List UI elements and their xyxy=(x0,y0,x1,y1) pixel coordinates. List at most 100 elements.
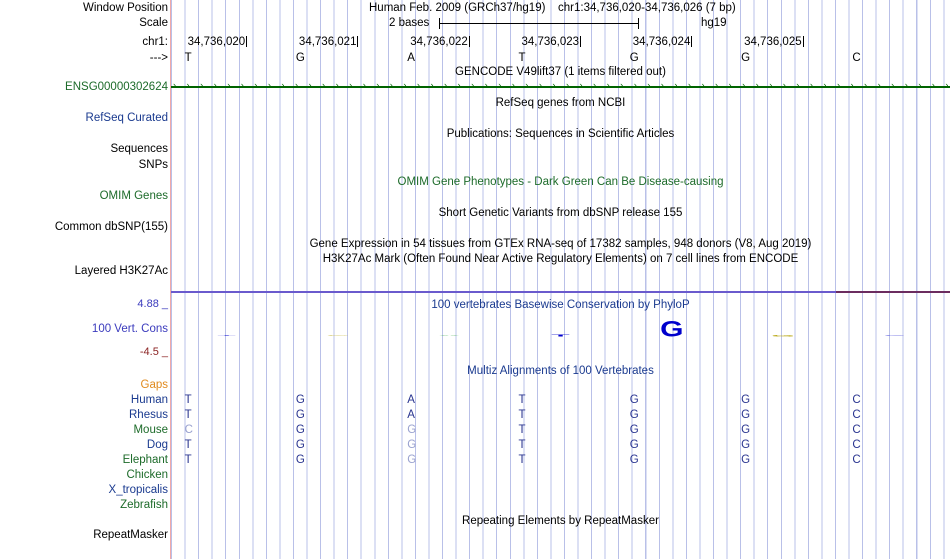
scale-label: 2 bases xyxy=(389,17,430,29)
label-refseq-curated[interactable]: RefSeq Curated xyxy=(85,112,168,124)
species-label-chicken[interactable]: Chicken xyxy=(126,469,168,481)
track-title-h3k27ac[interactable]: H3K27Ac Mark (Often Found Near Active Re… xyxy=(322,253,799,265)
track-title-gtex[interactable]: Gene Expression in 54 tissues from GTEx … xyxy=(309,238,812,250)
label-common-dbsnp[interactable]: Common dbSNP(155) xyxy=(54,221,168,233)
track-title-omim[interactable]: OMIM Gene Phenotypes - Dark Green Can Be… xyxy=(397,176,724,188)
strand-arrow-icon: › xyxy=(457,80,461,90)
alignment-base: G xyxy=(629,424,639,436)
track-title-multiz[interactable]: Multiz Alignments of 100 Vertebrates xyxy=(467,365,654,377)
track-title-dbsnp[interactable]: Short Genetic Variants from dbSNP releas… xyxy=(438,207,683,219)
label-omim-genes[interactable]: OMIM Genes xyxy=(99,190,168,202)
strand-arrow-icon: › xyxy=(850,80,854,90)
assembly-short-label: hg19 xyxy=(701,17,727,29)
species-label-rhesus[interactable]: Rhesus xyxy=(129,409,168,421)
reference-base: C xyxy=(852,52,861,64)
strand-arrow-icon: › xyxy=(579,80,583,90)
species-label-human[interactable]: Human xyxy=(130,394,168,406)
strand-arrow-icon: › xyxy=(511,80,515,90)
label-chrom: chr1: xyxy=(142,36,168,48)
alignment-base: T xyxy=(518,409,526,421)
strand-arrow-icon: › xyxy=(904,80,908,90)
strand-arrow-icon: › xyxy=(240,80,244,90)
strand-arrow-icon: › xyxy=(552,80,556,90)
alignment-base: T xyxy=(184,394,192,406)
alignment-base: C xyxy=(184,424,193,436)
label-layered-h3k27ac[interactable]: Layered H3K27Ac xyxy=(74,265,168,277)
label-cons-track[interactable]: 100 Vert. Cons xyxy=(91,323,168,335)
alignment-base: T xyxy=(518,394,526,406)
coordinate-gridlines xyxy=(171,0,950,559)
strand-arrow-icon: › xyxy=(891,80,895,90)
strand-arrow-icon: › xyxy=(335,80,339,90)
species-label-elephant[interactable]: Elephant xyxy=(122,454,168,466)
strand-arrow-icon: › xyxy=(186,80,190,90)
alignment-base: G xyxy=(629,439,639,451)
strand-arrow-icon: › xyxy=(796,80,800,90)
alignment-base: G xyxy=(741,394,751,406)
label-cons-min: -4.5 _ xyxy=(139,346,168,358)
alignment-base: C xyxy=(852,409,861,421)
strand-arrow-icon: › xyxy=(836,80,840,90)
alignment-base: A xyxy=(407,409,415,421)
strand-arrow-icon: › xyxy=(769,80,773,90)
ruler-tick: 34,736,025 xyxy=(744,36,804,48)
track-title-repeatmasker[interactable]: Repeating Elements by RepeatMasker xyxy=(462,515,659,527)
alignment-base: G xyxy=(741,454,751,466)
track-title-phylop[interactable]: 100 vertebrates Basewise Conservation by… xyxy=(431,299,690,311)
species-label-mouse[interactable]: Mouse xyxy=(133,424,168,436)
reference-base: G xyxy=(741,52,751,64)
strand-arrow-icon: › xyxy=(173,80,176,90)
track-title-refseq[interactable]: RefSeq genes from NCBI xyxy=(495,97,626,109)
track-title-gencode[interactable]: GENCODE V49lift37 (1 items filtered out) xyxy=(455,66,666,78)
strand-arrow-icon: › xyxy=(823,80,827,90)
alignment-base: G xyxy=(295,424,305,436)
strand-arrow-icon: › xyxy=(227,80,231,90)
species-label-x_tropicalis[interactable]: X_tropicalis xyxy=(108,484,168,496)
alignment-base: G xyxy=(295,439,305,451)
ruler-tick: 34,736,024 xyxy=(632,36,693,48)
gencode-transcript-line[interactable]: › › › › › › › › › › › › › › › › › › › › › › › › › › › › › › › › › › › › › › › ›… xyxy=(171,80,950,91)
species-label-zebrafish[interactable]: Zebrafish xyxy=(120,499,168,511)
reference-base: G xyxy=(629,52,639,64)
alignment-base: G xyxy=(629,409,639,421)
label-gaps[interactable]: Gaps xyxy=(140,379,169,391)
label-repeatmasker[interactable]: RepeatMasker xyxy=(93,529,168,541)
ruler-tick-mark xyxy=(246,36,248,47)
ruler-tick-mark xyxy=(691,36,693,47)
strand-arrow-icon: › xyxy=(633,80,637,90)
strand-arrow-icon: › xyxy=(742,80,746,90)
strand-arrow-icon: › xyxy=(254,80,258,90)
species-label-dog[interactable]: Dog xyxy=(146,439,168,451)
strand-arrow-icon: › xyxy=(593,80,597,90)
track-data-column: Human Feb. 2009 (GRCh37/hg19) chr1:34,73… xyxy=(171,0,950,559)
alignment-base: C xyxy=(852,394,861,406)
label-sequences[interactable]: Sequences xyxy=(110,143,168,155)
strand-arrow-icon: › xyxy=(294,80,298,90)
label-snps[interactable]: SNPs xyxy=(138,159,168,171)
scale-bar xyxy=(439,18,639,29)
strand-arrow-icon: › xyxy=(525,80,529,90)
strand-arrow-icon: › xyxy=(213,80,217,90)
strand-arrow-icon: › xyxy=(931,80,935,90)
strand-arrow-icon: › xyxy=(755,80,759,90)
strand-arrow-icon: › xyxy=(945,80,949,90)
alignment-base: G xyxy=(295,409,305,421)
alignment-base: T xyxy=(184,409,192,421)
label-window-position: Window Position xyxy=(82,2,168,14)
conservation-top-rule-maroon xyxy=(836,291,950,293)
strand-arrow-icon: › xyxy=(389,80,393,90)
strand-arrow-icon: › xyxy=(918,80,922,90)
label-gencode-gene[interactable]: ENSG00000302624 xyxy=(65,81,168,93)
track-title-publications[interactable]: Publications: Sequences in Scientific Ar… xyxy=(446,128,675,140)
strand-arrow-icon: › xyxy=(647,80,651,90)
ruler-tick: 34,736,020 xyxy=(187,36,248,48)
alignment-base: G xyxy=(741,409,751,421)
strand-arrow-icon: › xyxy=(416,80,420,90)
strand-arrow-icon: › xyxy=(444,80,447,90)
strand-arrow-icon: › xyxy=(498,80,502,90)
assembly-title: Human Feb. 2009 (GRCh37/hg19) xyxy=(369,2,546,14)
position-readout[interactable]: chr1:34,736,020-34,736,026 (7 bp) xyxy=(558,2,736,14)
strand-arrow-icon: › xyxy=(728,80,732,90)
alignment-base: C xyxy=(852,454,861,466)
